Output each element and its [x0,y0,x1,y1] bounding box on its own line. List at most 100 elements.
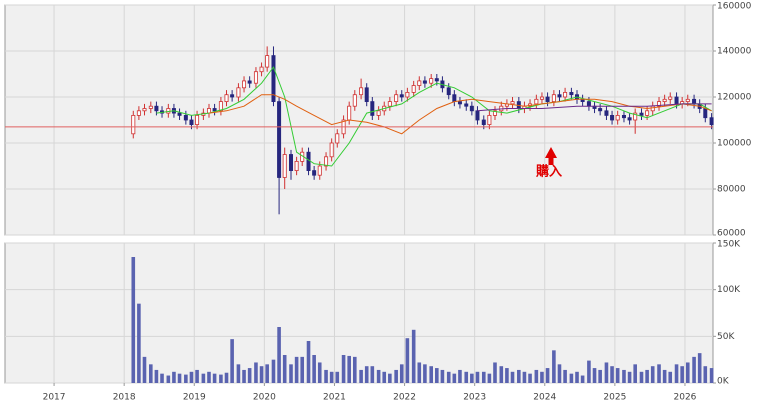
annotation-text: 購入 [535,164,562,180]
volume-bar [517,369,521,383]
candle-body [277,101,282,178]
candle-body [324,156,329,167]
volume-bar [657,364,661,383]
volume-bar [382,371,387,383]
candle-body [481,119,486,125]
volume-bar [481,371,486,383]
candle-body [131,115,136,135]
candle-body [364,87,369,103]
volume-bar [411,329,416,383]
volume-bar [242,369,246,383]
candle-body [422,80,427,84]
candle-body [136,110,141,116]
volume-bar [674,364,679,383]
x-tick-label: 2025 [603,393,626,403]
volume-bar [230,339,234,383]
volume-bar [615,368,620,383]
volume-bar [522,371,527,383]
candle-body [212,108,217,112]
candle-body [306,151,311,171]
volume-bar [224,372,229,383]
candle-body [189,119,194,125]
volume-bar [236,364,241,383]
volume-bar [149,364,153,383]
volume-bar [341,355,346,383]
volume-panel [4,242,714,384]
volume-bar [622,369,626,383]
y-tick-label: 80000 [717,185,746,195]
x-tick-label: 2021 [323,393,346,403]
candle-body [557,94,562,98]
volume-bar [580,375,585,383]
candle-body [236,87,241,98]
candle-body [242,80,247,89]
volume-bar [405,338,410,383]
y-tick-label: 100000 [717,139,752,149]
volume-bar [352,356,357,383]
volume-bar [604,362,609,383]
candle-body [271,55,276,102]
volume-bar [212,373,217,383]
candle-body [399,94,404,98]
volume-bar [329,371,334,383]
candle-body [434,78,439,82]
candle-body [417,80,422,86]
volume-bar [399,364,404,383]
volume-bar [137,303,141,383]
candle-body [154,105,159,112]
volume-bar [300,356,305,383]
volume-bar [289,364,293,383]
y-tick-label: 150K [717,240,741,250]
y-tick-label: 60000 [717,229,746,239]
candle-body [475,110,480,121]
volume-bar [680,366,684,383]
volume-bar [545,368,550,383]
volume-bar [598,369,602,383]
candle-body [604,110,609,116]
candle-body [464,103,469,107]
candle-body [405,92,410,98]
candle-body [195,115,200,126]
volume-bar [324,369,328,383]
volume-bar [154,369,159,383]
volume-bar [475,371,480,383]
candle-body [317,165,322,176]
x-tick-label: 2023 [463,393,486,403]
x-tick-label: 2020 [253,393,276,403]
moving-average-line [477,103,712,112]
volume-bar [685,362,690,383]
volume-bar [254,362,258,383]
volume-bar [633,364,637,383]
candle-body [177,112,182,116]
volume-bar [189,371,194,383]
candle-body [563,92,568,98]
volume-bar [388,373,392,383]
price-panel [4,4,714,236]
volume-bar [552,350,556,383]
volume-bar [201,373,206,383]
volume-bar [528,373,532,383]
volume-bar [592,368,597,383]
volume-bar [364,366,369,383]
volume-bar [347,355,351,383]
volume-bar [312,355,316,383]
candle-body [657,101,662,107]
volume-bar [645,369,649,383]
candle-body [183,115,188,121]
candle-body [551,94,556,102]
candle-body [492,110,497,116]
candle-body [259,66,264,73]
candle-body [662,98,667,103]
candle-body [633,112,638,121]
volume-bar [505,368,509,383]
volume-bar [493,362,497,383]
candle-body [247,80,252,84]
candle-body [148,105,153,109]
candle-body [539,96,544,100]
candle-body [387,101,392,107]
volume-layer: 0K 50K 100K 150K 2017 2018 2019 2020 2021 2022 202… [5,240,741,403]
volume-bar [160,373,164,383]
volume-bar [709,368,714,383]
volume-bar [429,366,434,383]
volume-bar [458,369,462,383]
